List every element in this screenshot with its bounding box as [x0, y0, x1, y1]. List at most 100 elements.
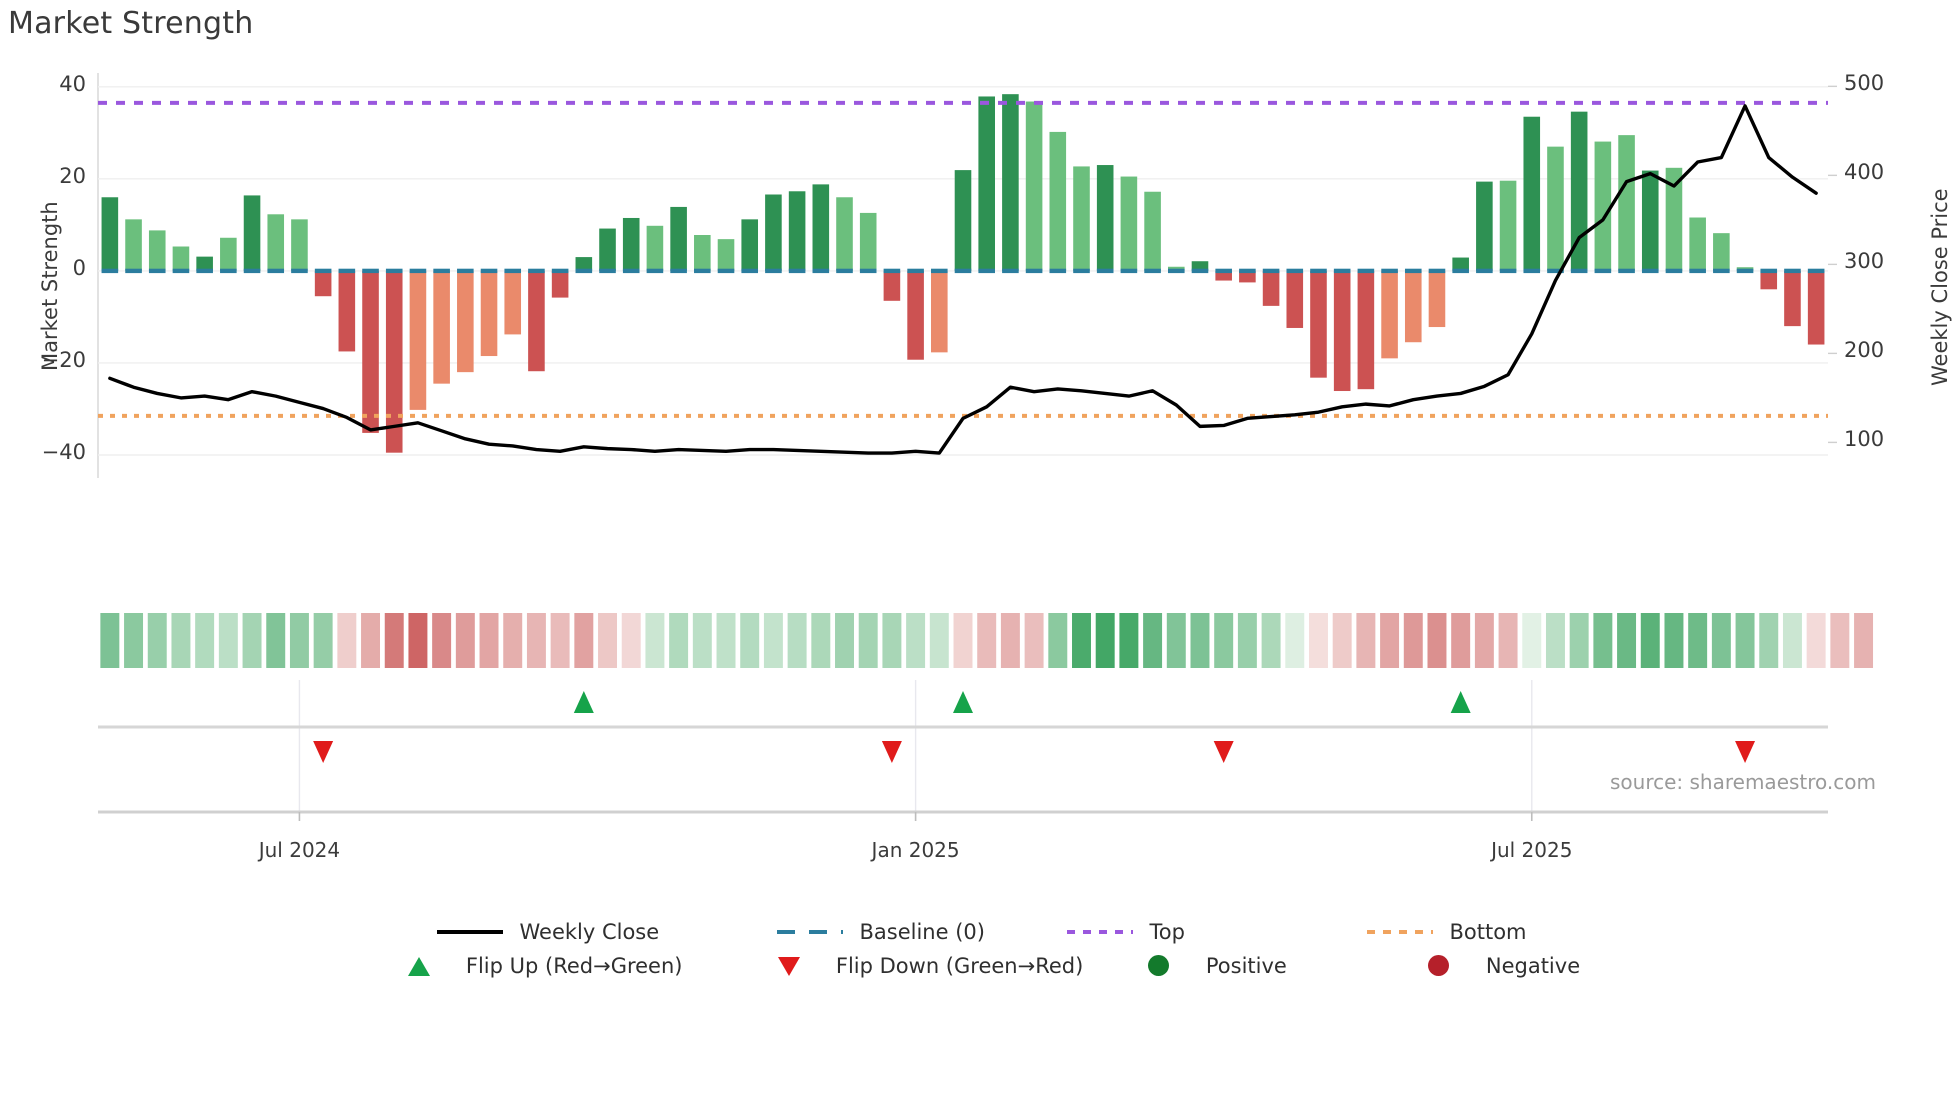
strength-bar [433, 270, 450, 384]
baseline-dash [622, 268, 640, 274]
strength-heatmap-strip [100, 613, 1874, 668]
baseline-dash [1713, 268, 1730, 274]
dotted-line-icon [1063, 921, 1137, 943]
strength-bar [1499, 180, 1517, 271]
baseline-dash [788, 268, 806, 274]
triangle-up-icon [380, 955, 454, 977]
y-axis-right-tick: 300 [1844, 249, 1885, 274]
triangle-down-icon [750, 955, 824, 977]
strength-bar [457, 270, 474, 373]
heatmap-cell [1664, 613, 1684, 668]
strength-bar [907, 270, 924, 360]
baseline-dash [1665, 268, 1683, 274]
heatmap-cell [1617, 613, 1637, 668]
strength-bar [314, 270, 332, 297]
strength-bar [528, 270, 545, 372]
legend-item[interactable]: Positive [1120, 954, 1400, 978]
heatmap-cell [100, 613, 120, 668]
heatmap-cell [432, 613, 452, 668]
strength-bar [1215, 270, 1232, 281]
weekly-close-line [108, 104, 1818, 455]
strength-bar [1760, 270, 1778, 290]
y-axis-left-tick: 40 [59, 71, 86, 96]
legend-label: Flip Up (Red→Green) [465, 954, 683, 978]
legend-item[interactable]: Top [1063, 920, 1363, 944]
page-title: Market Strength [8, 6, 254, 41]
heatmap-cell [1214, 613, 1234, 668]
heatmap-cell [1072, 613, 1091, 668]
heatmap-cell [1688, 613, 1708, 668]
strength-bar [1594, 141, 1612, 271]
strength-bar [1239, 270, 1256, 283]
baseline-dash [457, 268, 474, 274]
baseline-dash [836, 268, 853, 274]
heatmap-cell [906, 613, 926, 668]
legend-item[interactable]: Weekly Close [433, 920, 773, 944]
heatmap-cell [1498, 613, 1518, 668]
baseline-dash [978, 268, 995, 274]
legend-item[interactable]: Flip Up (Red→Green) [380, 954, 750, 978]
strength-bar [101, 197, 119, 271]
heatmap-cell [1332, 613, 1352, 668]
heatmap-cell [929, 613, 949, 668]
strength-bar [622, 217, 640, 271]
legend-item[interactable]: Bottom [1363, 920, 1527, 944]
baseline-dash [1476, 268, 1493, 274]
baseline-dash [1096, 268, 1114, 274]
strength-bar [291, 219, 308, 271]
strength-bar [1262, 270, 1280, 306]
baseline-dash [1144, 268, 1161, 274]
y-axis-right-tick: 100 [1844, 427, 1885, 452]
baseline-dash [267, 268, 285, 274]
baseline-dash [1570, 268, 1588, 274]
heatmap-cell [811, 613, 831, 668]
dot-glyph [1367, 930, 1434, 934]
baseline-dash [1404, 268, 1422, 274]
strength-bar [1618, 135, 1635, 271]
strength-bar [1120, 176, 1138, 271]
strength-bar [788, 191, 806, 271]
legend-item[interactable]: Negative [1400, 954, 1580, 978]
triangle-up-glyph [407, 957, 430, 976]
heatmap-cell [1854, 613, 1874, 668]
heatmap-cell [835, 613, 854, 668]
strength-bar [480, 270, 498, 357]
strength-bar [385, 270, 403, 453]
legend-item[interactable]: Baseline (0) [773, 920, 1063, 944]
baseline-dash [196, 268, 213, 274]
y-axis-left-tick: 20 [59, 163, 86, 188]
y-axis-left-label: Market Strength [38, 200, 62, 371]
strength-bar [741, 219, 759, 271]
heatmap-cell [1427, 613, 1447, 668]
legend-label: Top [1149, 920, 1185, 944]
weekly-close-line-icon [433, 921, 507, 943]
flip-up-marker [953, 691, 973, 713]
strength-bar [1641, 170, 1659, 271]
baseline-dash [101, 268, 119, 274]
baseline-dash [1215, 268, 1232, 274]
strength-bar [883, 270, 901, 301]
flip-down-marker [881, 741, 902, 763]
strength-bar [670, 206, 687, 271]
dash-glyph [777, 930, 844, 934]
strength-bar [243, 195, 261, 271]
y-axis-left-tick: −40 [41, 439, 86, 464]
baseline-dash [243, 268, 261, 274]
heatmap-cell [1285, 613, 1305, 668]
baseline-dash [717, 268, 735, 274]
legend-item[interactable]: Flip Down (Green→Red) [750, 954, 1120, 978]
circle-marker-icon [1120, 955, 1194, 977]
heatmap-cell [384, 613, 404, 668]
flip-down-marker [313, 741, 334, 763]
baseline-dash [1333, 268, 1351, 274]
heatmap-cell [645, 613, 665, 668]
heatmap-cell [218, 613, 238, 668]
baseline-dash [528, 268, 545, 274]
flip-up-marker [1450, 691, 1471, 713]
baseline-dash [599, 268, 616, 274]
baseline-dash [907, 268, 924, 274]
y-axis-right-tick: 500 [1844, 71, 1885, 96]
